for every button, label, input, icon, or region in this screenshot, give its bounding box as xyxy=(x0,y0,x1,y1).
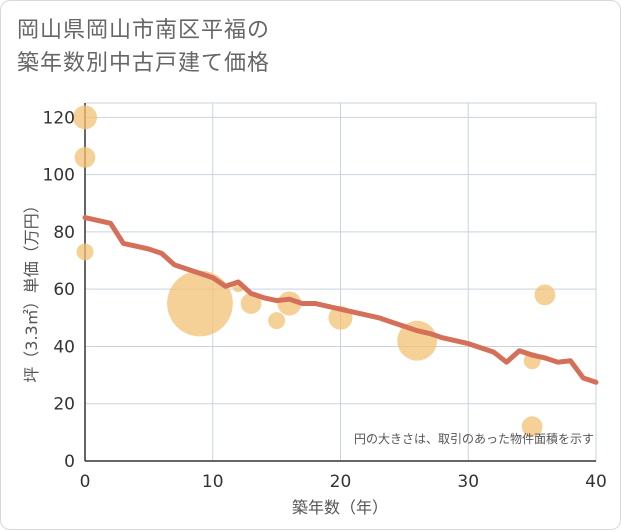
y-tick-label: 80 xyxy=(53,223,75,243)
x-tick-labels: 0 10 20 30 40 xyxy=(80,472,607,492)
bubble-point xyxy=(268,312,286,330)
grid-lines xyxy=(84,103,597,462)
y-tick-label: 100 xyxy=(43,166,75,186)
bubble-point xyxy=(240,293,262,314)
y-tick-label: 60 xyxy=(53,280,75,300)
trend-line-layer xyxy=(82,215,599,385)
y-tick-label: 20 xyxy=(53,395,75,415)
bubble-point xyxy=(76,243,94,261)
y-tick-label: 120 xyxy=(43,108,75,128)
x-tick-label: 0 xyxy=(80,472,91,492)
x-tick-label: 10 xyxy=(202,472,224,492)
size-note: 円の大きさは、取引のあった物件面積を示す xyxy=(354,431,594,446)
y-tick-labels: 0 20 40 60 80 100 120 xyxy=(43,108,75,472)
title-line-2: 築年数別中古戸建て価格 xyxy=(17,51,271,76)
y-axis-label: 坪（3.3㎡）単価（万円） xyxy=(22,197,41,382)
title-line-1: 岡山県岡山市南区平福の xyxy=(17,18,271,43)
y-tick-label: 0 xyxy=(64,452,75,472)
x-tick-label: 20 xyxy=(330,472,352,492)
bubble-point xyxy=(73,105,97,130)
chart-title: 岡山県岡山市南区平福の 築年数別中古戸建て価格 xyxy=(17,14,270,80)
bubble-point xyxy=(534,284,556,306)
bubble-point xyxy=(167,270,233,337)
x-tick-label: 40 xyxy=(585,472,607,492)
bubble-point xyxy=(74,147,96,168)
x-tick-label: 30 xyxy=(457,472,479,492)
bubble-point xyxy=(521,416,543,438)
x-axis-label: 築年数（年） xyxy=(292,498,388,517)
y-tick-label: 40 xyxy=(53,337,75,357)
trend-line xyxy=(82,215,599,385)
